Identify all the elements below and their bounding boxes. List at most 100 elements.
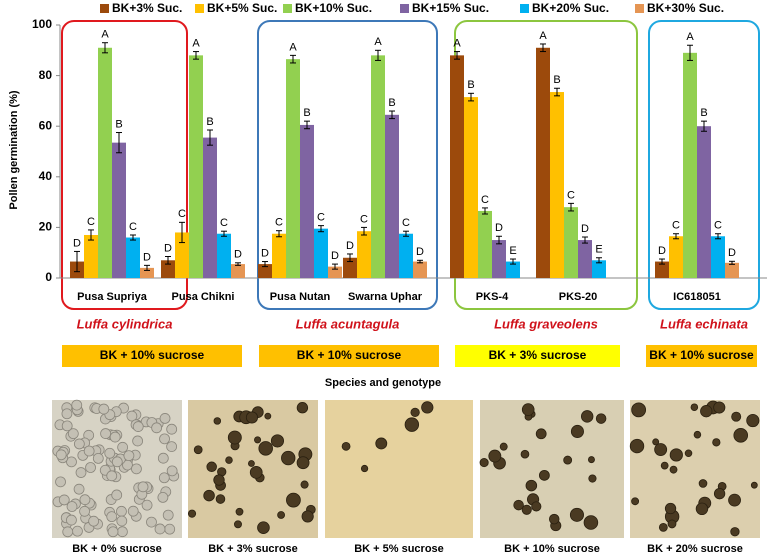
bar <box>286 59 300 278</box>
pollen-grain <box>123 450 135 462</box>
pollen-grain <box>235 507 244 516</box>
pollen-grain <box>301 510 314 523</box>
pollen-grain <box>669 448 683 462</box>
pollen-grain <box>404 417 420 432</box>
pollen-grain <box>117 441 129 453</box>
pollen-grain <box>667 519 677 529</box>
pollen-grain <box>193 445 203 455</box>
pollen-grain <box>410 407 420 418</box>
pollen-grain <box>131 463 142 475</box>
bar <box>231 264 245 278</box>
pollen-grain <box>98 403 110 415</box>
pollen-grain <box>695 502 709 516</box>
pollen-grain <box>227 430 242 445</box>
bar <box>450 55 464 278</box>
pollen-grain <box>580 410 594 423</box>
pollen-grain <box>521 504 532 515</box>
significance-letter: A <box>539 30 547 42</box>
bar <box>175 232 189 278</box>
significance-letter: C <box>129 221 137 233</box>
bar <box>98 47 112 278</box>
bar <box>126 237 140 278</box>
pollen-grain <box>141 499 153 511</box>
significance-letter: D <box>346 240 354 252</box>
y-tick-label: 0 <box>45 270 52 284</box>
legend-swatch <box>195 4 204 13</box>
significance-letter: A <box>686 31 694 43</box>
micrograph-caption: BK + 5% sucrose <box>354 543 444 555</box>
pollen-grain <box>213 417 222 425</box>
pollen-grain <box>730 527 740 537</box>
pollen-grain <box>62 526 74 538</box>
pollen-grain <box>669 465 678 474</box>
pollen-grain <box>700 405 713 418</box>
pollen-grain <box>79 494 91 506</box>
bar <box>506 261 520 278</box>
pollen-grain <box>159 433 170 445</box>
pollen-grain <box>107 526 119 538</box>
pollen-grain <box>72 525 83 537</box>
pollen-grain <box>164 523 176 535</box>
significance-letter: A <box>374 36 382 48</box>
bar <box>258 264 272 278</box>
x-tick-label: PKS-4 <box>476 291 509 303</box>
micrograph <box>325 400 473 538</box>
pollen-grain <box>55 476 66 488</box>
pollen-grain <box>55 449 67 461</box>
y-tick-label: 80 <box>39 68 53 82</box>
pollen-grain <box>479 458 489 468</box>
bar <box>385 114 399 278</box>
pollen-grain <box>583 515 599 530</box>
pollen-grain <box>713 488 726 500</box>
bar <box>725 262 739 278</box>
significance-letter: C <box>360 213 368 225</box>
pollen-grain <box>525 479 538 492</box>
pollen-grain <box>690 403 699 411</box>
pollen-grain <box>629 438 645 454</box>
pollen-grain <box>499 442 508 451</box>
treatment-bar <box>62 345 242 367</box>
significance-letter: C <box>481 194 489 206</box>
pollen-grain <box>66 514 77 526</box>
pollen-grain <box>658 522 668 532</box>
pollen-grain <box>187 509 197 518</box>
bar <box>669 236 683 278</box>
significance-letter: B <box>303 107 310 119</box>
significance-letter: D <box>164 242 172 254</box>
pollen-grain <box>538 469 550 481</box>
pollen-grain <box>83 445 95 457</box>
treatment-label: BK + 10% sucrose <box>100 348 205 362</box>
micrograph-caption: BK + 0% sucrose <box>72 543 162 555</box>
pollen-grain <box>66 501 78 512</box>
species-label: Luffa echinata <box>660 316 748 331</box>
group-box <box>257 20 438 310</box>
x-tick-label: Pusa Nutan <box>270 291 331 303</box>
significance-letter: C <box>220 217 228 229</box>
pollen-grain <box>157 491 169 503</box>
legend-label: BK+10% Suc. <box>295 1 372 15</box>
significance-letter: D <box>261 247 269 259</box>
pollen-grain <box>264 412 272 420</box>
pollen-grain <box>513 499 524 511</box>
pollen-grain <box>215 494 226 504</box>
pollen-grain <box>127 505 139 517</box>
treatment-bar <box>646 345 757 367</box>
x-tick-label: Pusa Supriya <box>77 291 148 303</box>
pollen-grain <box>684 449 693 458</box>
bar <box>357 231 371 278</box>
significance-letter: D <box>581 223 589 235</box>
pollen-grain <box>731 411 742 422</box>
bar <box>203 137 217 278</box>
pollen-grain <box>713 401 726 414</box>
y-axis-label: Pollen germination (%) <box>8 90 20 210</box>
legend-label: BK+30% Suc. <box>647 1 724 15</box>
legend-label: BK+20% Suc. <box>532 1 609 15</box>
x-tick-label: PKS-20 <box>559 291 598 303</box>
significance-letter: C <box>317 212 325 224</box>
bar <box>112 142 126 278</box>
pollen-grain <box>587 456 595 464</box>
pollen-grain <box>166 465 178 477</box>
pollen-grain <box>296 402 309 414</box>
pollen-grain <box>162 509 174 521</box>
